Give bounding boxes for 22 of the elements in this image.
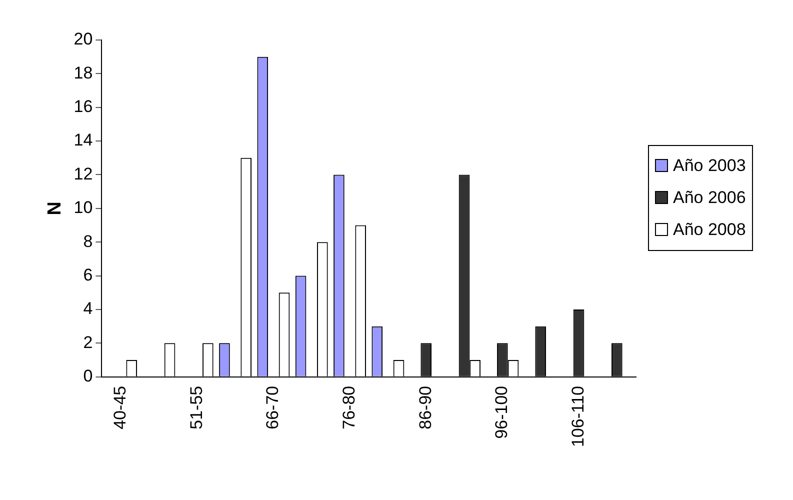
y-tick-label: 4 <box>83 299 93 318</box>
y-tick-label: 6 <box>83 266 93 284</box>
x-tick-label: 66-70 <box>263 386 282 430</box>
y-tick-label: 16 <box>74 97 93 116</box>
y-tick-label: 8 <box>83 232 93 251</box>
y-tick-label: 12 <box>74 164 93 184</box>
x-tick-label: 106-110 <box>568 386 588 448</box>
x-tick-label: 76-80 <box>339 386 358 430</box>
legend-label: Año 2006 <box>672 187 746 209</box>
y-tick-label: 18 <box>74 63 93 82</box>
legend-label: Año 2003 <box>672 155 746 177</box>
y-tick-label: 0 <box>83 366 93 386</box>
x-tick-label: 40-45 <box>110 386 130 430</box>
x-tick-label: 86-90 <box>416 386 435 430</box>
x-tick-label: 96-100 <box>492 386 512 439</box>
y-tick-label: 20 <box>74 30 93 49</box>
y-tick-label: 2 <box>83 332 93 352</box>
text: Año 2008 <box>672 219 746 241</box>
y-tick-label: 14 <box>74 130 93 150</box>
x-tick-label: 51-55 <box>186 386 206 430</box>
y-axis-title: N <box>44 202 66 216</box>
y-tick-label: 10 <box>74 198 93 218</box>
